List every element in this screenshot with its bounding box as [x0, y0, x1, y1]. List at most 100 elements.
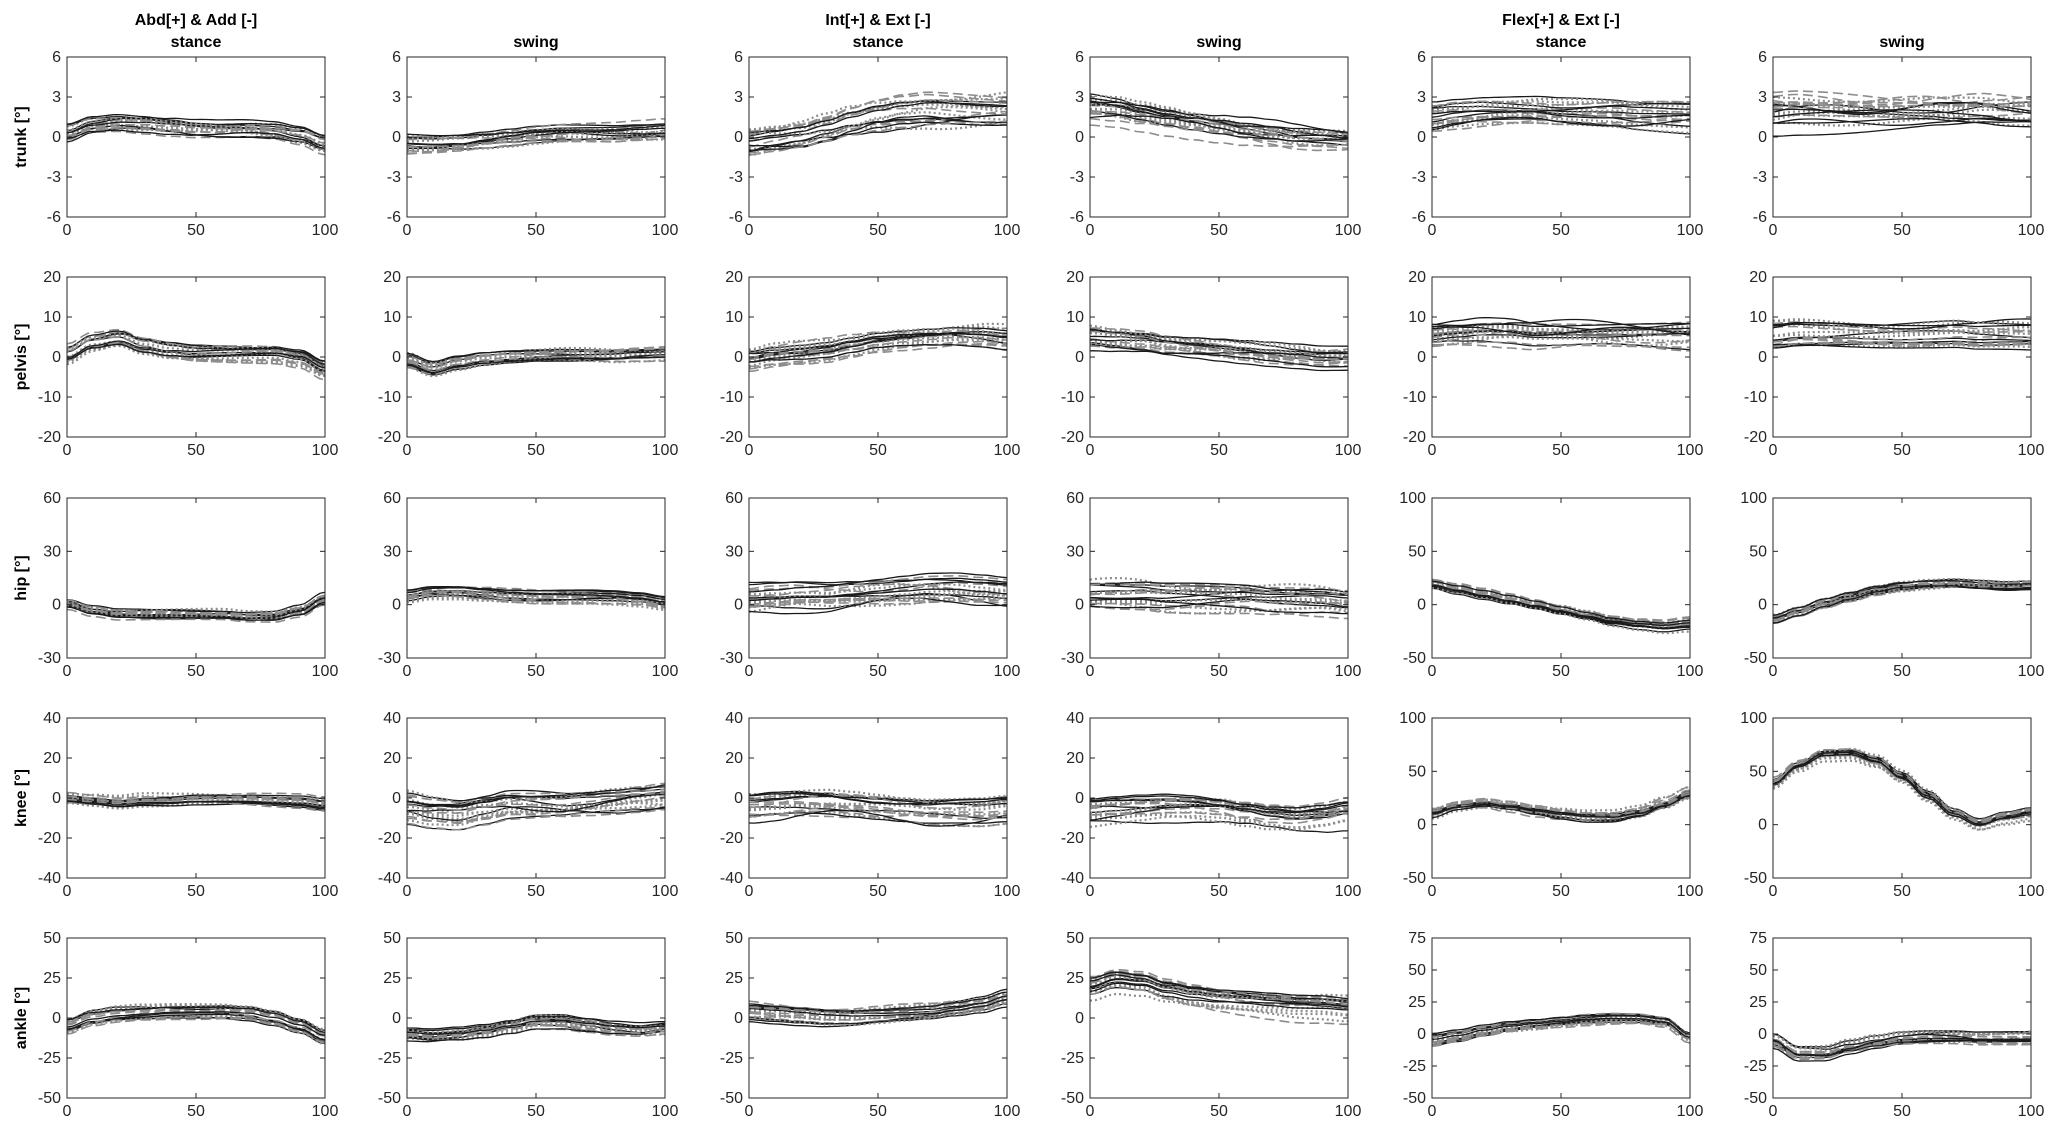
- column-phase-title: swing: [513, 34, 558, 51]
- y-tick-label: -6: [729, 209, 743, 226]
- y-tick-label: 100: [1740, 710, 1767, 727]
- panel-knee-3: 0 50 100 -40 -20 0 20 40: [1061, 710, 1362, 900]
- subject-curves: [1432, 578, 1690, 635]
- row-label: pelvis [°]: [13, 324, 30, 391]
- y-tick-label: -3: [47, 169, 61, 186]
- y-tick-label: 25: [1408, 994, 1426, 1011]
- y-tick-label: 50: [1749, 543, 1767, 560]
- y-tick-label: -25: [1744, 1058, 1767, 1075]
- y-tick-label: 0: [1417, 817, 1426, 834]
- x-tick-label: 50: [1893, 222, 1911, 239]
- subject-curve: [1090, 802, 1348, 816]
- column-phase-title: stance: [853, 34, 904, 51]
- y-tick-label: 10: [1749, 309, 1767, 326]
- subject-curve: [749, 121, 1007, 151]
- subject-curve: [1773, 121, 2031, 137]
- x-tick-label: 0: [403, 883, 412, 900]
- subject-curve: [749, 1002, 1007, 1016]
- subject-curve: [1432, 116, 1690, 131]
- subject-curve: [67, 1015, 325, 1046]
- subject-curve: [407, 124, 665, 139]
- subject-curve: [407, 1015, 665, 1030]
- y-tick-label: -20: [720, 830, 743, 847]
- y-tick-label: -3: [1070, 169, 1084, 186]
- subject-curve: [1773, 1036, 2031, 1055]
- subject-curve: [1090, 110, 1348, 146]
- subject-curve: [407, 806, 665, 821]
- y-tick-label: 0: [1075, 1010, 1084, 1027]
- subject-curve: [749, 100, 1007, 133]
- subject-curve: [749, 1002, 1007, 1019]
- y-tick-label: 20: [1066, 750, 1084, 767]
- x-tick-label: 100: [1677, 1103, 1704, 1120]
- y-tick-label: 20: [383, 269, 401, 286]
- subject-curve: [1773, 101, 2031, 108]
- subject-curve: [1773, 331, 2031, 339]
- subject-curve: [749, 991, 1007, 1012]
- y-tick-label: 50: [1408, 763, 1426, 780]
- panel-ankle-3: 0 50 100 -50 -25 0 25 50: [1061, 930, 1362, 1120]
- y-tick-label: 0: [392, 790, 401, 807]
- x-tick-label: 100: [1335, 222, 1362, 239]
- subject-curve: [1090, 992, 1348, 1023]
- x-tick-label: 0: [63, 1103, 72, 1120]
- subject-curve: [407, 793, 665, 823]
- y-tick-label: 50: [1408, 962, 1426, 979]
- y-tick-label: -20: [1061, 830, 1084, 847]
- panel-pelvis-2: 0 50 100 -20 -10 0 10 20: [720, 269, 1021, 459]
- x-tick-label: 0: [1086, 883, 1095, 900]
- subject-curve: [1773, 95, 2031, 105]
- row-label: hip [°]: [13, 555, 30, 601]
- axes-box: [1772, 56, 2032, 218]
- x-tick-label: 50: [1893, 663, 1911, 680]
- x-tick-label: 100: [2018, 663, 2045, 680]
- subject-curve: [67, 130, 325, 156]
- y-tick-label: 0: [1758, 597, 1767, 614]
- x-tick-label: 100: [994, 442, 1021, 459]
- subject-curve: [1773, 1037, 2031, 1060]
- x-tick-label: 50: [1552, 883, 1570, 900]
- y-tick-label: -20: [720, 429, 743, 446]
- subject-curves: [67, 1003, 325, 1046]
- y-tick-label: 100: [1399, 490, 1426, 507]
- subject-curve: [1090, 971, 1348, 1000]
- subject-curve: [1432, 786, 1690, 816]
- subject-curve: [1090, 124, 1348, 148]
- subject-curve: [1432, 580, 1690, 624]
- x-tick-label: 50: [1210, 442, 1228, 459]
- x-tick-label: 0: [1769, 442, 1778, 459]
- subject-curves: [1773, 318, 2031, 351]
- subject-curve: [749, 802, 1007, 811]
- subject-curve: [749, 597, 1007, 615]
- subject-curve: [67, 601, 325, 621]
- subject-curve: [1432, 794, 1690, 823]
- panel-pelvis-4: 0 50 100 -20 -10 0 10 20: [1403, 269, 1704, 459]
- y-tick-label: -10: [378, 389, 401, 406]
- subject-curve: [67, 1004, 325, 1033]
- y-tick-label: 40: [383, 710, 401, 727]
- subject-curve: [1432, 100, 1690, 111]
- subject-curves: [749, 988, 1007, 1028]
- y-tick-label: 0: [1758, 817, 1767, 834]
- x-tick-label: 100: [1677, 442, 1704, 459]
- y-tick-label: 3: [1075, 89, 1084, 106]
- y-tick-label: -3: [387, 169, 401, 186]
- y-tick-label: -40: [720, 870, 743, 887]
- y-tick-label: 0: [1758, 129, 1767, 146]
- subject-curve: [1432, 95, 1690, 105]
- subject-curve: [1432, 587, 1690, 635]
- subject-curve: [67, 600, 325, 620]
- subject-curve: [1773, 759, 2031, 831]
- subject-curve: [1773, 336, 2031, 343]
- y-tick-label: 40: [725, 710, 743, 727]
- subject-curve: [1090, 803, 1348, 819]
- subject-curve: [1090, 98, 1348, 137]
- subject-curve: [67, 343, 325, 378]
- x-tick-label: 100: [1677, 222, 1704, 239]
- y-tick-label: 0: [1075, 597, 1084, 614]
- x-tick-label: 100: [2018, 883, 2045, 900]
- subject-curve: [67, 796, 325, 805]
- x-tick-label: 0: [1769, 1103, 1778, 1120]
- subject-curve: [1432, 117, 1690, 126]
